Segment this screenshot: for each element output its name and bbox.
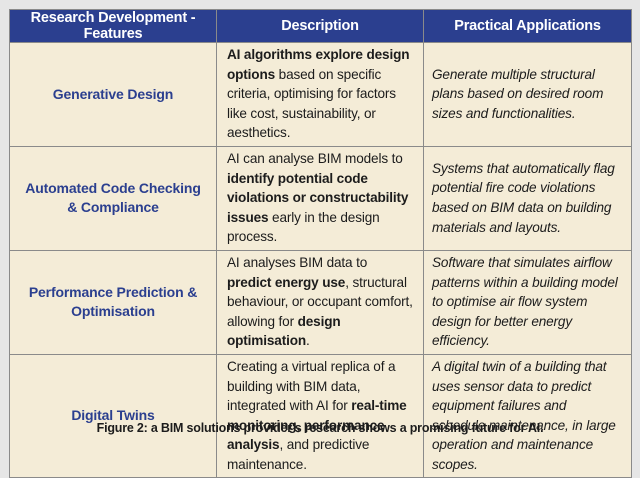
description-highlight: design optimisation — [227, 313, 341, 349]
application-cell: Software that simulates airflow patterns… — [423, 249, 632, 355]
application-cell: Generate multiple structural plans based… — [423, 42, 632, 147]
header-description: Description — [216, 9, 424, 43]
description-cell: AI algorithms explore design options bas… — [216, 42, 424, 147]
figure-frame: Research Development - Features Descript… — [9, 9, 632, 478]
feature-cell: Generative Design — [9, 42, 217, 147]
feature-cell: Automated Code Checking & Compliance — [9, 145, 217, 251]
application-cell: Systems that automatically flag potentia… — [423, 145, 632, 251]
description-text: , structural behaviour, or occupant comf… — [227, 274, 413, 329]
feature-cell: Performance Prediction & Optimisation — [9, 249, 217, 355]
description-cell: Creating a virtual replica of a building… — [216, 353, 424, 478]
figure-caption: Figure 2: a BIM solutions provider's res… — [96, 421, 544, 435]
description-text: based on specific criteria, optimising f… — [227, 66, 396, 141]
features-table: Research Development - Features Descript… — [9, 9, 632, 478]
description-cell: AI analyses BIM data to predict energy u… — [216, 249, 424, 355]
description-text: AI analyses BIM data to — [227, 254, 368, 270]
description-cell: AI can analyse BIM models to identify po… — [216, 145, 424, 251]
description-highlight: identify potential code violations or co… — [227, 170, 409, 225]
description-text: AI can analyse BIM models to — [227, 150, 403, 166]
header-features: Research Development - Features — [9, 9, 217, 43]
description-highlight: real-time monitoring, performance analys… — [227, 398, 407, 453]
header-applications: Practical Applications — [423, 9, 632, 43]
description-text: Creating a virtual replica of a building… — [227, 358, 396, 414]
description-text: . — [306, 333, 310, 349]
table-row: Automated Code Checking & Compliance AI … — [9, 145, 632, 251]
description-highlight: AI algorithms explore design options — [227, 47, 410, 82]
table-row: Digital Twins Creating a virtual replica… — [9, 353, 632, 478]
application-cell: A digital twin of a building that uses s… — [423, 353, 632, 478]
table-row: Performance Prediction & Optimisation AI… — [9, 249, 632, 355]
description-text: early in the design process. — [227, 209, 380, 245]
description-highlight: predict energy use — [227, 274, 346, 290]
table-row: Generative Design AI algorithms explore … — [9, 42, 632, 147]
header-row: Research Development - Features Descript… — [9, 9, 632, 43]
feature-cell: Digital Twins — [9, 353, 217, 478]
